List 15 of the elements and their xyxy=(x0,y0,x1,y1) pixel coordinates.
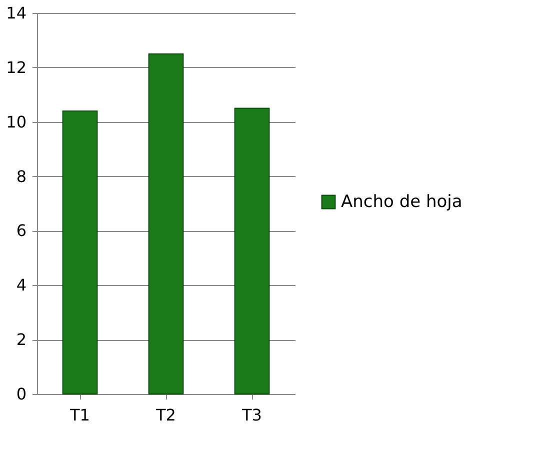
y-tick-label: 0 xyxy=(16,384,26,404)
y-tick-label: 8 xyxy=(16,166,26,186)
y-tick-label: 6 xyxy=(16,221,26,240)
bar xyxy=(62,110,98,394)
x-tick-label: T2 xyxy=(155,406,176,424)
y-tick-label: 12 xyxy=(6,58,26,77)
y-tick-label: 2 xyxy=(16,330,26,350)
legend-label: Ancho de hoja xyxy=(341,192,462,212)
bar xyxy=(148,53,184,394)
y-tick-label: 4 xyxy=(16,276,26,295)
y-tick-label: 10 xyxy=(6,112,26,132)
x-tick-label: T3 xyxy=(241,406,262,424)
y-tick-label: 14 xyxy=(6,4,26,22)
bar xyxy=(234,108,270,394)
x-tick-label: T1 xyxy=(69,406,90,424)
